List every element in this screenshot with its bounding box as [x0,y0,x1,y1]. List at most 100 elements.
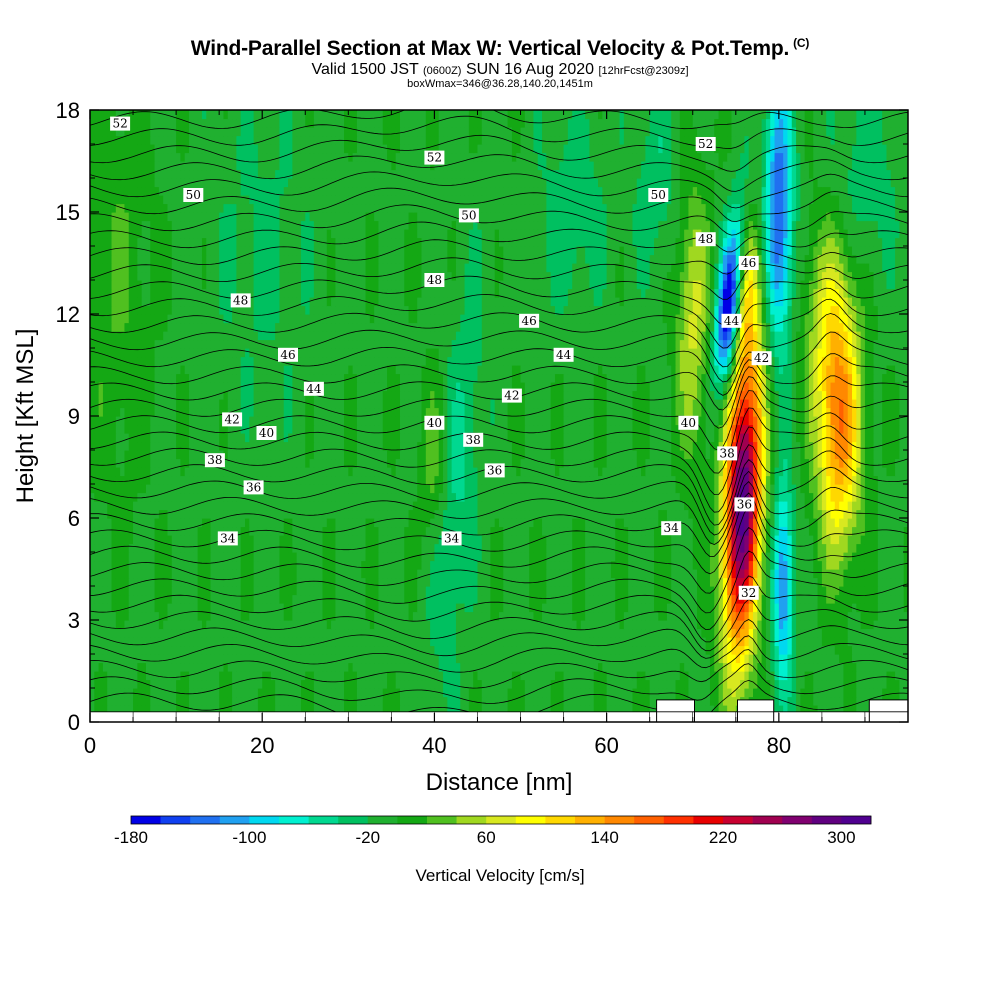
field-cell [503,611,509,621]
field-cell [559,620,565,630]
field-cell [572,679,578,689]
field-cell [344,611,349,621]
field-cell [735,679,741,689]
field-cell [361,611,367,621]
field-cell [679,645,685,655]
field-cell [860,577,866,587]
field-cell [507,654,513,664]
field-cell [460,603,466,613]
field-cell [481,645,487,655]
field-cell [856,671,862,681]
field-cell [145,688,151,698]
field-cell [623,569,629,579]
field-cell [404,688,410,698]
field-cell [623,518,629,528]
field-cell [899,586,905,596]
field-cell [778,560,784,570]
field-cell [757,594,763,604]
field-cell [830,620,836,630]
field-cell [391,526,397,536]
field-cell [361,654,367,664]
field-cell [722,654,728,664]
field-cell [869,594,875,604]
field-cell [473,535,479,545]
field-cell [882,611,888,621]
field-cell [787,637,793,647]
field-cell [292,569,298,579]
field-cell [546,654,552,664]
field-cell [464,594,470,604]
field-cell [464,679,470,689]
field-cell [464,603,470,613]
field-cell [417,560,423,570]
field-cell [507,577,513,587]
field-cell [511,535,517,545]
field-cell [499,696,504,706]
field-cell [753,671,758,681]
field-cell [133,501,138,511]
field-cell [300,560,306,570]
field-cell [206,543,212,553]
field-cell [374,662,380,672]
field-cell [890,509,896,519]
field-cell [800,705,806,715]
field-cell [438,569,444,579]
field-cell [839,594,845,604]
field-cell [722,560,728,570]
field-cell [98,501,104,511]
field-cell [352,679,358,689]
field-cell [107,654,113,664]
field-cell [731,535,737,545]
field-cell [718,688,724,698]
field-cell [158,620,164,630]
field-cell [124,569,130,579]
field-cell [877,628,883,638]
field-cell [731,569,737,579]
field-cell [774,594,780,604]
field-cell [244,518,250,528]
field-cell [546,501,552,511]
field-cell [765,603,771,613]
field-cell [404,662,410,672]
field-cell [877,637,883,647]
field-cell [800,586,806,596]
field-cell [365,611,371,621]
field-cell [636,637,642,647]
field-cell [826,603,832,613]
field-cell [214,560,220,570]
field-cell [817,552,823,562]
field-cell [542,560,547,570]
field-cell [882,577,888,587]
field-cell [796,654,801,664]
field-cell [585,509,591,519]
field-cell [533,662,539,672]
field-cell [662,509,668,519]
field-cell [740,662,745,672]
field-cell [701,535,707,545]
field-cell [623,526,629,536]
field-cell [210,594,216,604]
field-cell [434,526,440,536]
field-cell [882,509,888,519]
field-cell [214,688,220,698]
field-cell [481,654,487,664]
field-cell [563,509,569,519]
field-cell [602,501,608,511]
field-cell [309,577,315,587]
field-cell [494,501,500,511]
field-cell [615,560,621,570]
field-cell [559,535,565,545]
field-cell [391,552,397,562]
field-cell [839,662,845,672]
field-cell [201,696,207,706]
field-cell [537,552,543,562]
field-cell [421,628,427,638]
field-cell [262,577,268,587]
field-cell [796,662,801,672]
field-cell [111,518,117,528]
field-cell [257,535,263,545]
field-cell [834,662,840,672]
field-cell [369,577,375,587]
field-cell [705,611,711,621]
field-cell [606,628,612,638]
